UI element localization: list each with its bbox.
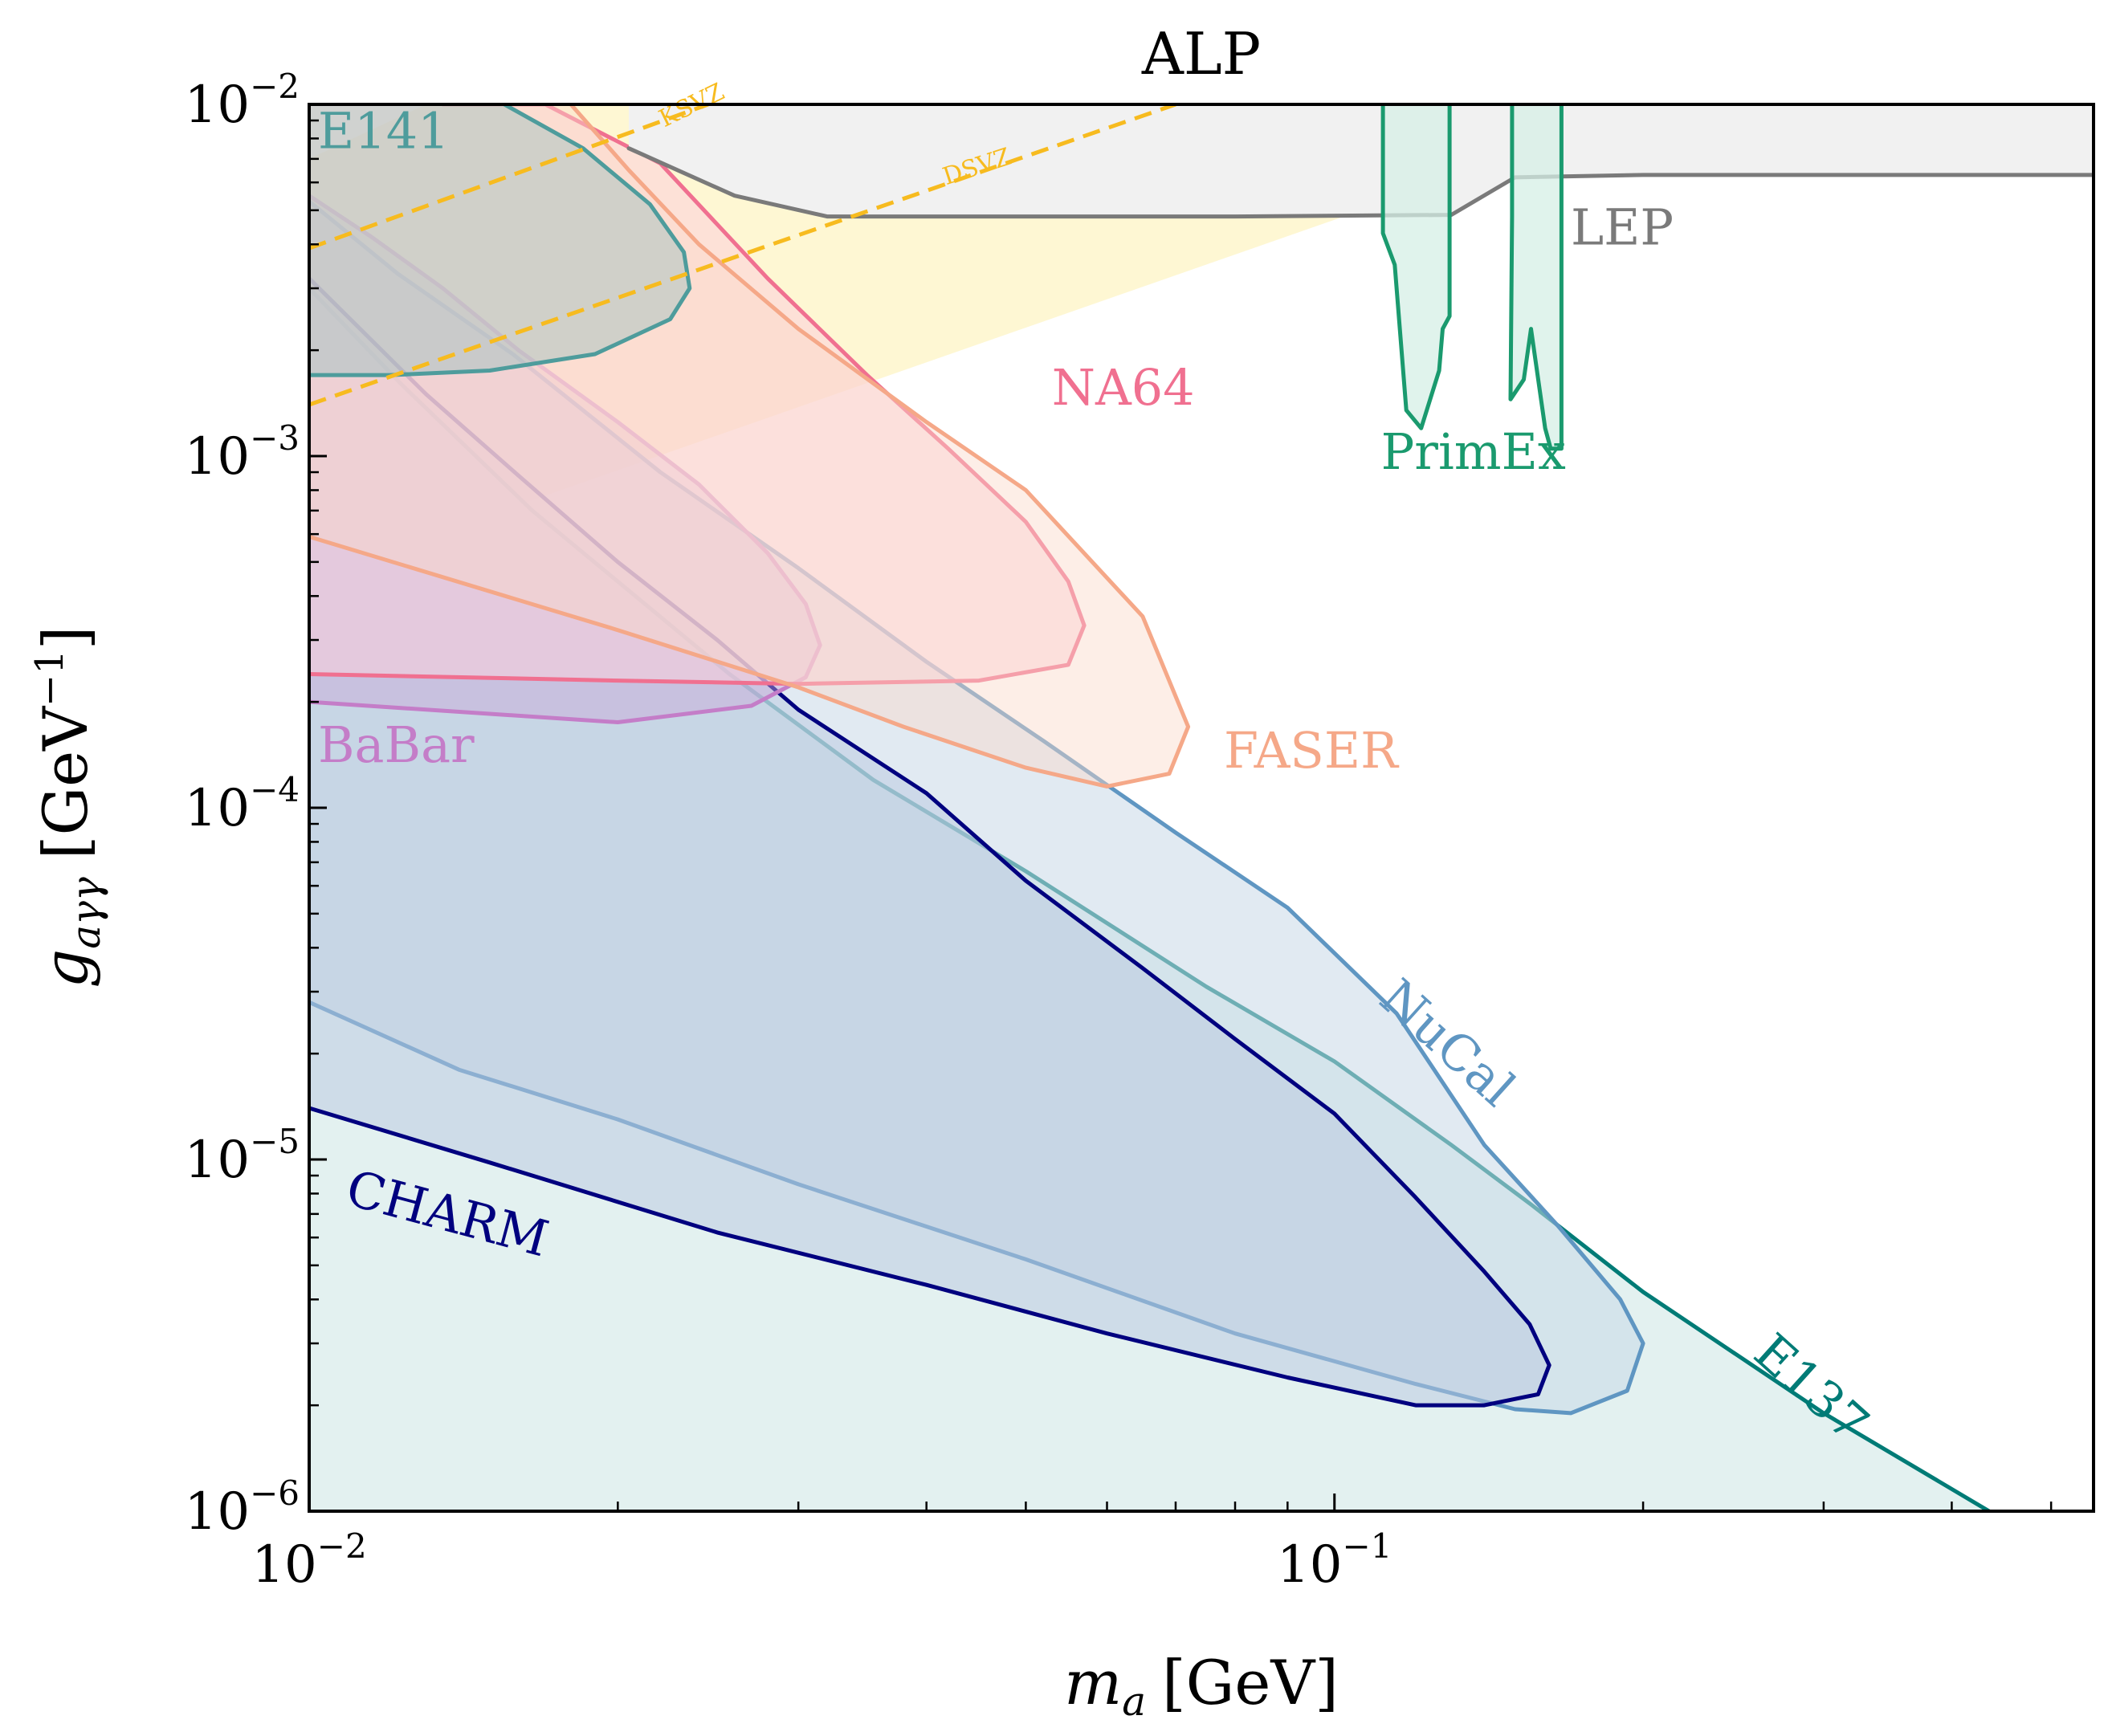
region-boundary-e141: [309, 104, 692, 377]
y-tick-label: 10−3: [185, 418, 300, 487]
region-boundary-faser: [309, 104, 1191, 789]
label-primex: PrimEx: [1381, 422, 1566, 481]
region-boundary-primex-b: [1508, 104, 1564, 451]
label-babar: BaBar: [318, 715, 475, 774]
chart-title: ALP: [1141, 20, 1261, 88]
region-fill-lep: [629, 104, 2094, 217]
label-faser: FASER: [1224, 721, 1400, 780]
label-e141: E141: [318, 102, 450, 161]
exclusion-regions: [309, 104, 2094, 1511]
x-tick-label: 10−2: [251, 1526, 366, 1595]
region-boundary-lep: [626, 146, 2094, 219]
x-tick-label: 10−1: [1277, 1526, 1392, 1595]
y-tick-label: 10−2: [185, 67, 300, 135]
region-na64: [309, 104, 1087, 687]
region-lep: [626, 104, 2094, 219]
y-tick-label: 10−5: [185, 1122, 300, 1190]
label-na64: NA64: [1052, 358, 1195, 417]
model-line-dsvz: [309, 104, 1176, 407]
region-boundary-primex: [1380, 104, 1452, 430]
axis-ticks: 10−2 10−1 10−6 10−5 10−4 10−3 10−2: [185, 67, 2053, 1595]
region-boundary-na64: [309, 104, 1087, 687]
region-faser: [309, 104, 1191, 789]
x-axis-label: ma [GeV]: [1064, 1647, 1339, 1725]
y-tick-label: 10−6: [185, 1473, 300, 1542]
region-primex: [1380, 104, 1452, 430]
region-fill-primex: [1383, 104, 1450, 429]
model-line-ksvz: [309, 104, 709, 251]
region-primex-b: [1508, 104, 1564, 451]
region-fill-na64: [309, 104, 1085, 684]
label-lep: LEP: [1571, 198, 1674, 256]
region-fill-charm: [309, 278, 1550, 1406]
region-fill-faser: [309, 104, 1189, 787]
region-fill-primex-b: [1511, 104, 1562, 449]
y-tick-label: 10−4: [185, 770, 300, 838]
y-axis-label: gaγγ[GeV−1]: [27, 626, 109, 988]
model-lines: [309, 104, 1176, 407]
